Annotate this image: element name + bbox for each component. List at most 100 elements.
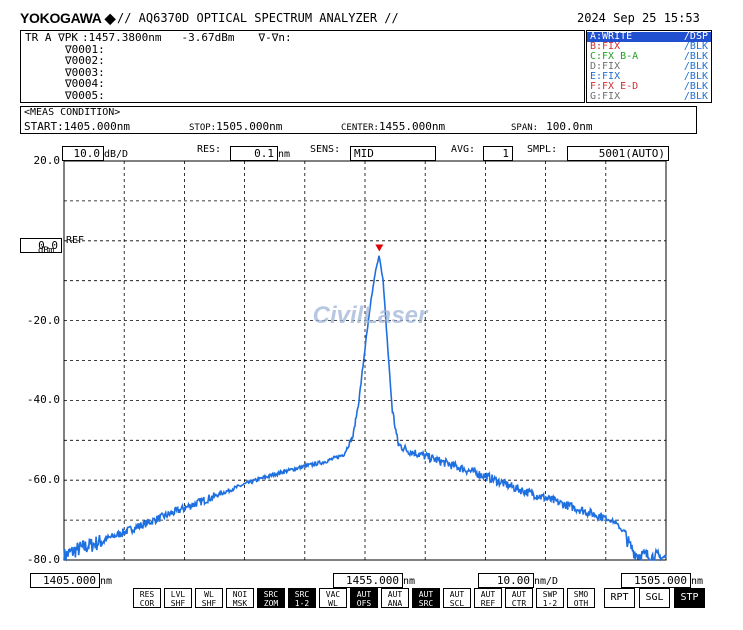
meas-center-value: 1455.000nm <box>378 120 446 133</box>
softkey-label-top: AUT <box>387 590 403 599</box>
x-center-setting[interactable]: 1455.000 nm <box>333 569 415 588</box>
smpl-field[interactable]: 5001(AUTO) <box>567 146 669 161</box>
chart-grid <box>64 161 666 560</box>
x-scale-setting[interactable]: 10.00 nm/D <box>478 569 558 588</box>
softkey-label-top: RES <box>139 590 155 599</box>
softkey-label-bottom: REF <box>480 599 496 608</box>
softkey-label-bottom: SHF <box>201 599 217 608</box>
softkey-button[interactable]: LVL SHF <box>164 588 192 608</box>
softkey-label-top: SMO <box>573 590 589 599</box>
softkey-button[interactable]: AUT ANA <box>381 588 409 608</box>
trace-row[interactable]: C:FX B-A/BLK <box>587 52 711 62</box>
x-start-field[interactable]: 1405.000 <box>30 573 100 588</box>
sweep-stp-button[interactable]: STP <box>674 588 705 608</box>
scale-setting[interactable]: 10.0 dB/D <box>62 142 128 161</box>
softkey-label-bottom: MSK <box>232 599 248 608</box>
softkey-button[interactable]: WL SHF <box>195 588 223 608</box>
avg-label: AVG: <box>451 144 476 155</box>
ref-label: REF <box>66 235 85 246</box>
softkey-button[interactable]: AUT SRC <box>412 588 440 608</box>
smpl-label: SMPL: <box>527 144 558 155</box>
marker-trace-label: TR A ∇PK <box>25 31 78 44</box>
softkey-button[interactable]: VAC WL <box>319 588 347 608</box>
softkey-button[interactable]: SMO OTH <box>567 588 595 608</box>
ref-setting[interactable]: 0.0 <box>20 234 62 253</box>
meas-span-value: 100.0nm <box>546 120 593 133</box>
avg-setting[interactable]: 1 <box>483 142 513 161</box>
softkey-label-top: AUT <box>480 590 496 599</box>
softkey-label-bottom: SHF <box>170 599 186 608</box>
marker-list-item: ∇0003: <box>65 65 105 79</box>
trace-row[interactable]: F:FX E-D/BLK <box>587 82 711 92</box>
x-stop-field[interactable]: 1505.000 <box>621 573 691 588</box>
x-scale-field[interactable]: 10.00 <box>478 573 534 588</box>
softkey-button[interactable]: AUT REF <box>474 588 502 608</box>
x-scale-unit: nm/D <box>534 576 559 587</box>
sweep-sgl-button[interactable]: SGL <box>639 588 670 608</box>
sweep-buttons: RPT SGL STP <box>604 588 705 608</box>
trace-name: A:WRITE <box>590 31 633 42</box>
trace-row[interactable]: B:FIX/BLK <box>587 42 711 52</box>
meas-span-label: SPAN: <box>511 123 539 133</box>
softkey-button[interactable]: AUT OFS <box>350 588 378 608</box>
softkey-label-top: LVL <box>170 590 186 599</box>
trace-name: C:FX B-A <box>590 51 639 62</box>
softkey-button[interactable]: SWP 1-2 <box>536 588 564 608</box>
trace-row[interactable]: E:FIX/BLK <box>587 72 711 82</box>
marker-list-item: ∇0004: <box>65 77 105 90</box>
ref-field[interactable]: 0.0 <box>20 238 62 253</box>
meas-stop-value: 1505.000nm <box>216 120 283 133</box>
marker-wavelength: :1457.3800nm <box>81 31 162 44</box>
softkey-button[interactable]: SRC ZOM <box>257 588 285 608</box>
trace-mode: /BLK <box>683 61 708 72</box>
peak-marker <box>375 244 384 252</box>
softkey-label-bottom: CTR <box>511 599 527 608</box>
sens-setting[interactable]: MID <box>350 142 436 161</box>
instrument-title: // AQ6370D OPTICAL SPECTRUM ANALYZER // <box>117 11 399 25</box>
softkey-button[interactable]: RES COR <box>133 588 161 608</box>
softkey-button[interactable]: AUT CTR <box>505 588 533 608</box>
softkey-button[interactable]: SRC 1-2 <box>288 588 316 608</box>
trace-mode: /BLK <box>683 91 708 102</box>
softkey-button[interactable]: AUT SCL <box>443 588 471 608</box>
marker-list-item: ∇0005: <box>65 88 105 102</box>
trace-row[interactable]: G:FIX/BLK <box>587 92 711 102</box>
meas-center: CENTER:1455.000nm <box>341 120 445 133</box>
smpl-setting[interactable]: 5001(AUTO) <box>567 142 669 161</box>
marker-delta: ∇-∇n: <box>258 31 292 44</box>
trace-mode: /DSP <box>683 31 708 42</box>
sweep-rpt-button[interactable]: RPT <box>604 588 635 608</box>
trace-row[interactable]: A:WRITE/DSP <box>587 32 711 42</box>
softkey-label-bottom: 1-2 <box>542 599 558 608</box>
marker-line-primary: TR A ∇PK:1457.3800nm -3.67dBm ∇-∇n: <box>25 32 292 44</box>
y-tick-label: -20.0 <box>26 313 60 327</box>
trace-table: A:WRITE/DSP B:FIX/BLK C:FX B-A/BLK D:FIX/BL… <box>586 30 712 103</box>
softkey-label-bottom: ANA <box>387 599 403 608</box>
sens-field[interactable]: MID <box>350 146 436 161</box>
y-tick-label: -80.0 <box>26 553 60 566</box>
meas-title: <MEAS CONDITION> <box>24 107 121 118</box>
ref-unit: dBm <box>38 246 55 256</box>
softkey-label-top: AUT <box>356 590 372 599</box>
marker-list-item: ∇0001: <box>65 42 105 56</box>
brand-text: YOKOGAWA <box>20 10 102 26</box>
meas-stop-label: STOP: <box>189 123 217 133</box>
x-center-unit: nm <box>403 576 416 587</box>
x-start-setting[interactable]: 1405.000 nm <box>30 569 112 588</box>
trace-name: B:FIX <box>590 41 621 52</box>
softkey-label-bottom: SRC <box>418 599 434 608</box>
trace-row[interactable]: D:FIX/BLK <box>587 62 711 72</box>
x-center-field[interactable]: 1455.000 <box>333 573 403 588</box>
softkey-bar: RES COR LVL SHF WL SHF NOI MSK SRC ZOM SRC 1-2 VAC WL… <box>133 588 595 608</box>
softkey-label-bottom: ZOM <box>263 599 279 608</box>
res-label: RES: <box>197 144 222 155</box>
diamond-icon: ◆ <box>104 10 116 26</box>
res-unit: nm <box>278 149 291 160</box>
x-stop-setting[interactable]: 1505.000 nm <box>621 569 703 588</box>
trace-name: E:FIX <box>590 71 621 82</box>
meas-start: START:1405.000nm <box>24 120 130 133</box>
softkey-button[interactable]: NOI MSK <box>226 588 254 608</box>
avg-field[interactable]: 1 <box>483 146 513 161</box>
x-start-unit: nm <box>100 576 113 587</box>
